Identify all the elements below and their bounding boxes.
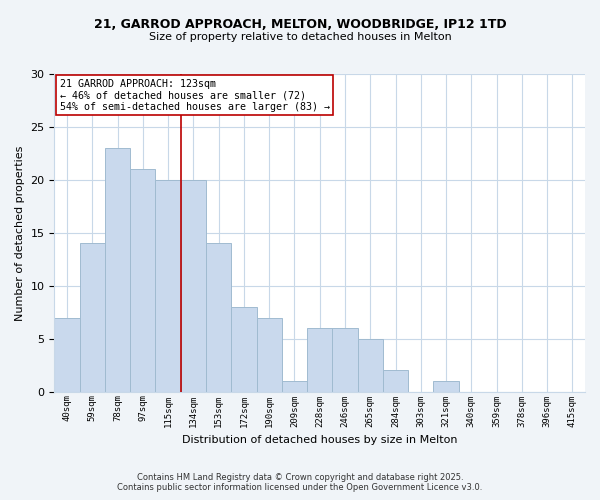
X-axis label: Distribution of detached houses by size in Melton: Distribution of detached houses by size … <box>182 435 457 445</box>
Bar <box>231 307 257 392</box>
Bar <box>332 328 358 392</box>
Text: Size of property relative to detached houses in Melton: Size of property relative to detached ho… <box>149 32 451 42</box>
Text: 21 GARROD APPROACH: 123sqm
← 46% of detached houses are smaller (72)
54% of semi: 21 GARROD APPROACH: 123sqm ← 46% of deta… <box>60 79 330 112</box>
Bar <box>155 180 181 392</box>
Bar <box>433 381 458 392</box>
Bar <box>307 328 332 392</box>
Bar <box>257 318 282 392</box>
Bar <box>181 180 206 392</box>
Bar <box>282 381 307 392</box>
Bar <box>383 370 408 392</box>
Bar <box>80 244 105 392</box>
Text: 21, GARROD APPROACH, MELTON, WOODBRIDGE, IP12 1TD: 21, GARROD APPROACH, MELTON, WOODBRIDGE,… <box>94 18 506 30</box>
Y-axis label: Number of detached properties: Number of detached properties <box>15 145 25 320</box>
Bar <box>206 244 231 392</box>
Bar <box>358 338 383 392</box>
Text: Contains HM Land Registry data © Crown copyright and database right 2025.
Contai: Contains HM Land Registry data © Crown c… <box>118 473 482 492</box>
Bar <box>130 170 155 392</box>
Bar <box>55 318 80 392</box>
Bar <box>105 148 130 392</box>
